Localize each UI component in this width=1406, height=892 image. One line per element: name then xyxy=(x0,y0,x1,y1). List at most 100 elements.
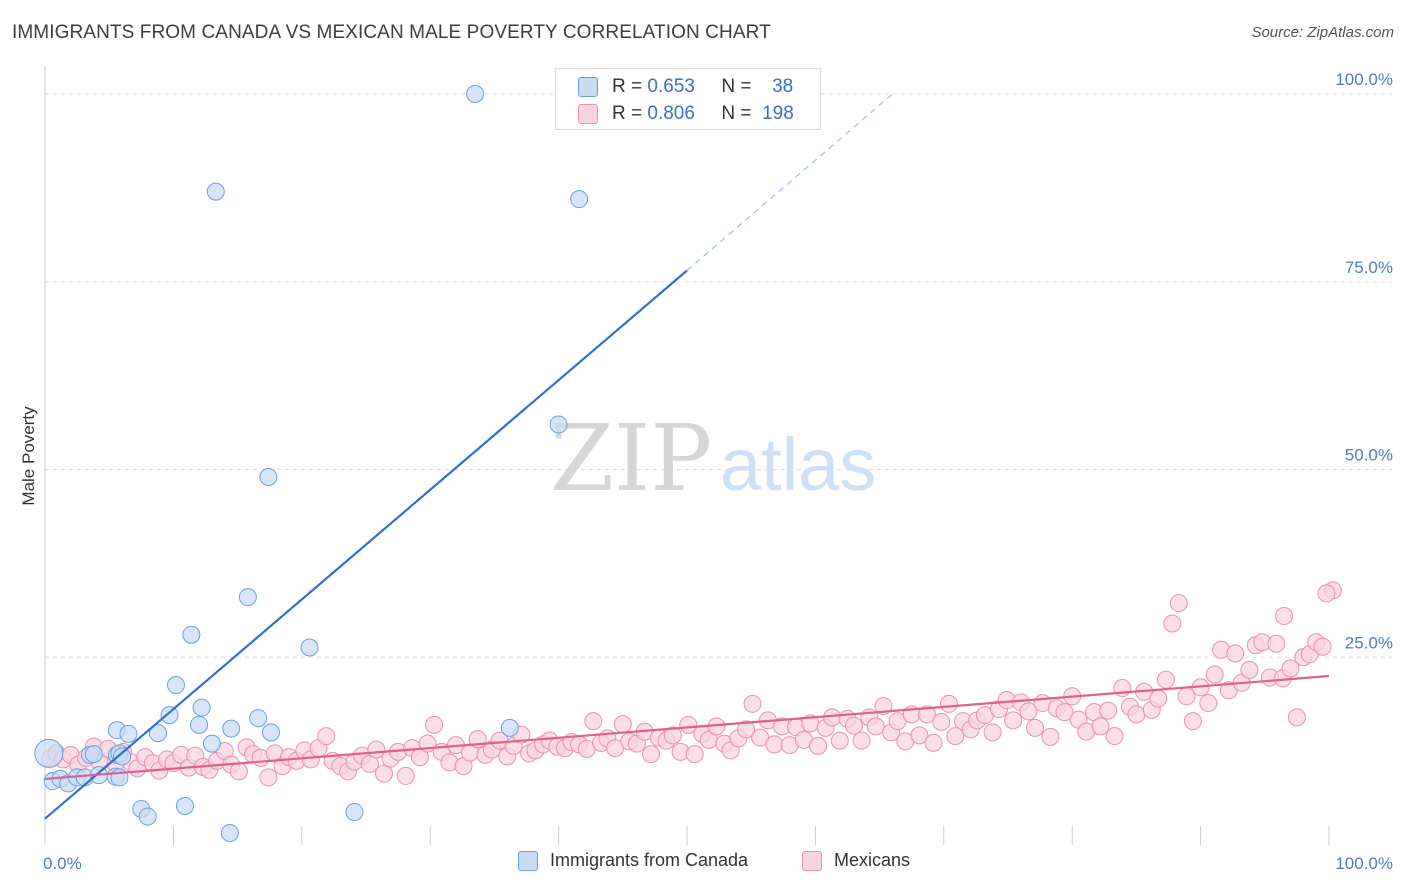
canada-trend-line xyxy=(44,269,688,820)
canada-point xyxy=(166,676,185,695)
mexicans-point xyxy=(1313,637,1332,656)
mexicans-point xyxy=(367,740,386,759)
canada-point xyxy=(345,802,364,821)
chart-title: IMMIGRANTS FROM CANADA VS MEXICAN MALE P… xyxy=(12,22,771,43)
canada-point xyxy=(182,625,201,644)
axes xyxy=(44,66,1330,845)
legend-r-value-canada: 0.653 xyxy=(647,76,695,97)
legend-swatch-canada xyxy=(578,77,598,97)
mexicans-point xyxy=(743,694,762,713)
canada-point xyxy=(222,719,241,738)
mexicans-points xyxy=(41,581,1342,787)
mexicans-point xyxy=(1205,665,1224,684)
watermark: ZIP atlas xyxy=(550,405,876,512)
legend-item-canada[interactable]: Immigrants from Canada xyxy=(518,850,748,871)
mexicans-point xyxy=(808,736,827,755)
canada-point xyxy=(261,723,280,742)
legend-r-label: R = xyxy=(612,76,643,97)
mexicans-point xyxy=(229,762,248,781)
canada-point xyxy=(259,468,278,487)
canada-point xyxy=(300,638,319,657)
canada-point xyxy=(34,738,64,768)
mexicans-point xyxy=(983,723,1002,742)
mexicans-point xyxy=(910,726,929,745)
mexicans-point xyxy=(1149,689,1168,708)
y-tick-label: 100.0% xyxy=(1335,70,1393,89)
watermark-atlas: atlas xyxy=(720,423,876,506)
mexicans-point xyxy=(1199,694,1218,713)
mexicans-point xyxy=(1127,705,1146,724)
mexicans-point xyxy=(1099,701,1118,720)
y-tick-label: 25.0% xyxy=(1345,633,1393,652)
grid-lines xyxy=(45,93,1392,658)
x-tick-label: 100.0% xyxy=(1335,854,1393,873)
series-legend: Immigrants from Canada Mexicans xyxy=(0,850,1406,880)
legend-r-label: R = xyxy=(612,103,643,124)
legend-n-value-canada: 38 xyxy=(772,76,794,97)
mexicans-point xyxy=(844,716,863,735)
mexicans-point xyxy=(1267,634,1286,653)
canada-point xyxy=(119,724,138,743)
canada-point xyxy=(249,709,268,728)
canada-point xyxy=(190,715,209,734)
mexicans-point xyxy=(1019,702,1038,721)
tick-labels: 25.0% 50.0% 75.0% 100.0% 0.0% 100.0% xyxy=(43,70,1393,873)
mexicans-point xyxy=(584,712,603,731)
mexicans-point xyxy=(1025,718,1044,737)
legend-n-label: N = xyxy=(721,103,752,124)
mexicans-point xyxy=(737,720,756,739)
mexicans-point xyxy=(425,715,444,734)
canada-point xyxy=(549,415,568,434)
x-tick-label: 0.0% xyxy=(43,854,82,873)
canada-point xyxy=(466,85,485,104)
canada-point xyxy=(160,706,179,725)
mexicans-point xyxy=(939,694,958,713)
legend-label-mexicans: Mexicans xyxy=(834,850,911,870)
mexicans-point xyxy=(1105,727,1124,746)
canada-point xyxy=(220,823,239,842)
legend-row-mexicans: R = 0.806 N = 198 xyxy=(578,103,794,125)
mexicans-point xyxy=(1156,670,1175,689)
mexicans-point xyxy=(663,726,682,745)
mexicans-point xyxy=(1004,711,1023,730)
mexicans-point xyxy=(924,733,943,752)
canada-point xyxy=(206,182,225,201)
canada-point xyxy=(238,588,257,607)
canada-point xyxy=(500,718,519,737)
legend-n-label: N = xyxy=(721,76,752,97)
canada-trend-extension xyxy=(686,93,893,271)
canada-point xyxy=(202,734,221,753)
mexicans-point xyxy=(1041,727,1060,746)
mexicans-point xyxy=(1163,614,1182,633)
y-tick-label: 75.0% xyxy=(1345,258,1393,277)
canada-point xyxy=(138,807,157,826)
mexicans-point xyxy=(946,727,965,746)
trend-lines xyxy=(44,93,1330,820)
legend-item-mexicans[interactable]: Mexicans xyxy=(802,850,910,871)
mexicans-point xyxy=(642,745,661,764)
legend-swatch-mexicans xyxy=(802,850,822,871)
mexicans-point xyxy=(1240,661,1259,680)
canada-point xyxy=(113,747,132,766)
mexicans-point xyxy=(317,727,336,746)
watermark-zip: ZIP xyxy=(550,405,712,512)
mexicans-point xyxy=(1091,717,1110,736)
mexicans-point xyxy=(1169,594,1188,613)
mexicans-point xyxy=(852,731,871,750)
source-label: Source: ZipAtlas.com xyxy=(1251,24,1394,41)
mexicans-point xyxy=(374,764,393,783)
mexicans-point xyxy=(1226,644,1245,663)
mexicans-point xyxy=(1287,708,1306,727)
legend-swatch-mexicans xyxy=(578,104,598,124)
legend-n-value-mexicans: 198 xyxy=(762,103,794,124)
legend-swatch-canada xyxy=(518,850,538,871)
mexicans-point xyxy=(1317,584,1336,603)
y-tick-label: 50.0% xyxy=(1345,446,1393,465)
legend-row-canada: R = 0.653 N = 38 xyxy=(578,76,793,98)
canada-point xyxy=(148,724,167,743)
canada-points xyxy=(34,85,589,842)
mexicans-point xyxy=(679,715,698,734)
mexicans-point xyxy=(613,715,632,734)
mexicans-point xyxy=(866,717,885,736)
mexicans-point xyxy=(830,731,849,750)
